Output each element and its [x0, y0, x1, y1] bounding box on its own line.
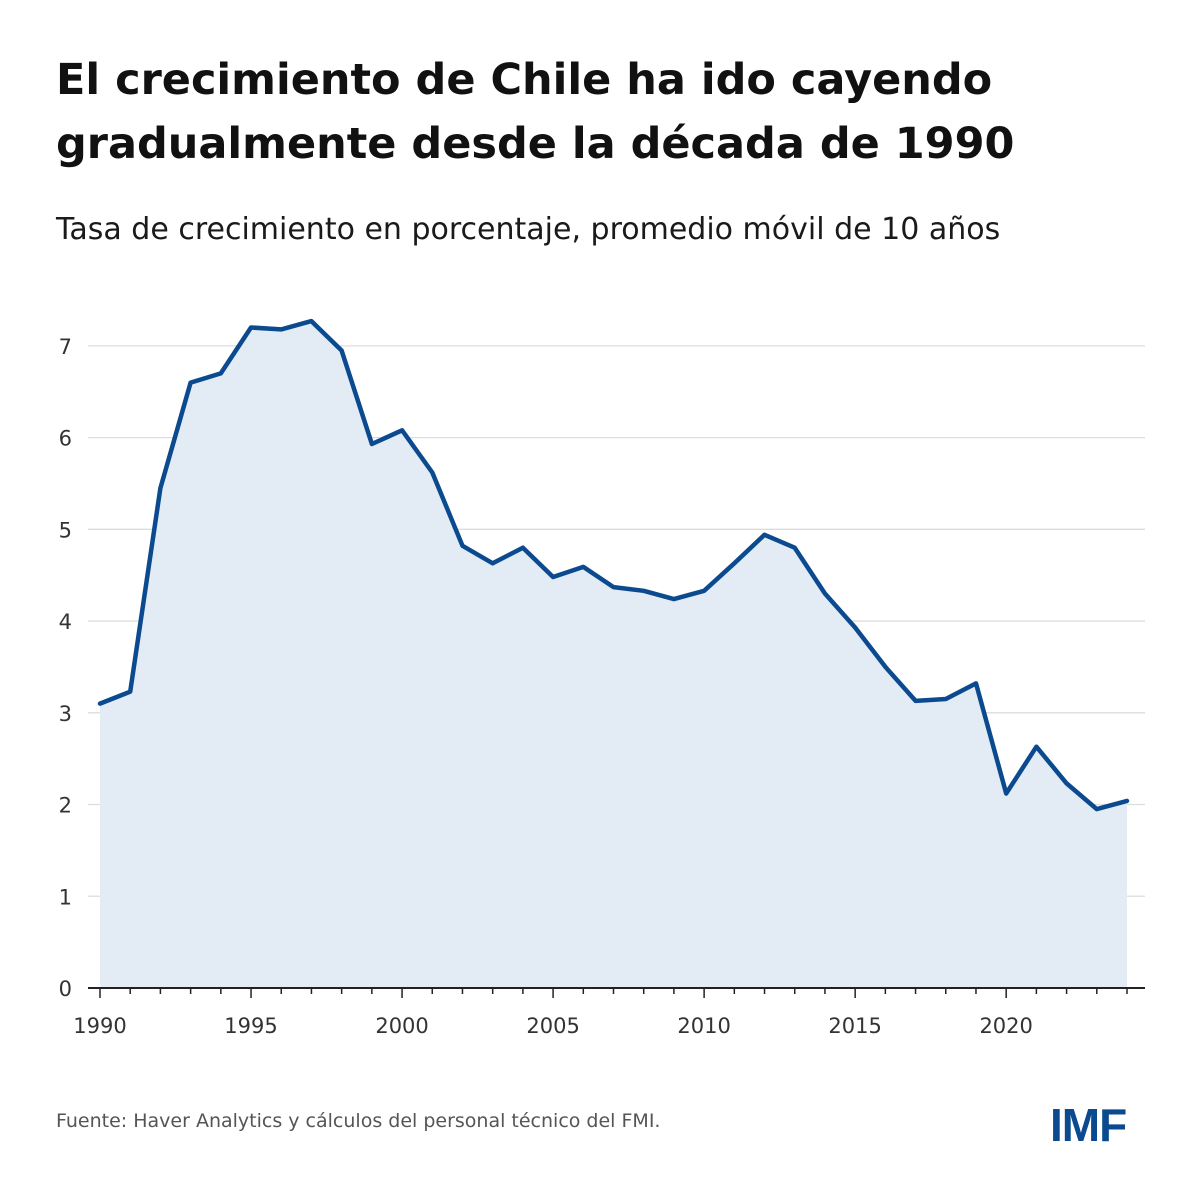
y-tick-label-0: 0 — [59, 977, 72, 1001]
x-tick-labels: 1990 1995 2000 2005 2010 2015 2020 — [73, 1014, 1033, 1038]
y-tick-labels: 0 1 2 3 4 5 6 7 — [59, 335, 72, 1001]
x-tick-label-2020: 2020 — [979, 1014, 1032, 1038]
x-tick-label-2000: 2000 — [375, 1014, 428, 1038]
imf-logo: IMF — [1050, 1099, 1127, 1151]
series-line — [97, 318, 1130, 812]
series-line-layer — [97, 318, 1130, 812]
y-tick-label-2: 2 — [59, 794, 72, 818]
y-tick-label-1: 1 — [59, 885, 72, 909]
y-tick-label-3: 3 — [59, 702, 72, 726]
x-tick-label-2015: 2015 — [828, 1014, 881, 1038]
x-tick-label-1990: 1990 — [73, 1014, 126, 1038]
area-fill — [100, 321, 1127, 989]
area-fill-layer — [100, 321, 1127, 989]
source-note: Fuente: Haver Analytics y cálculos del p… — [56, 1110, 661, 1132]
y-tick-label-7: 7 — [59, 335, 72, 359]
x-tick-label-1995: 1995 — [224, 1014, 277, 1038]
x-tick-label-2010: 2010 — [677, 1014, 730, 1038]
chart-subtitle: Tasa de crecimiento en porcentaje, prome… — [56, 212, 1001, 247]
chart-title: El crecimiento de Chile ha ido cayendo g… — [56, 55, 1015, 169]
x-tick-label-2005: 2005 — [526, 1014, 579, 1038]
x-axis — [88, 987, 1145, 998]
y-tick-label-5: 5 — [59, 518, 72, 542]
y-tick-label-4: 4 — [59, 610, 72, 634]
y-tick-label-6: 6 — [59, 427, 72, 451]
